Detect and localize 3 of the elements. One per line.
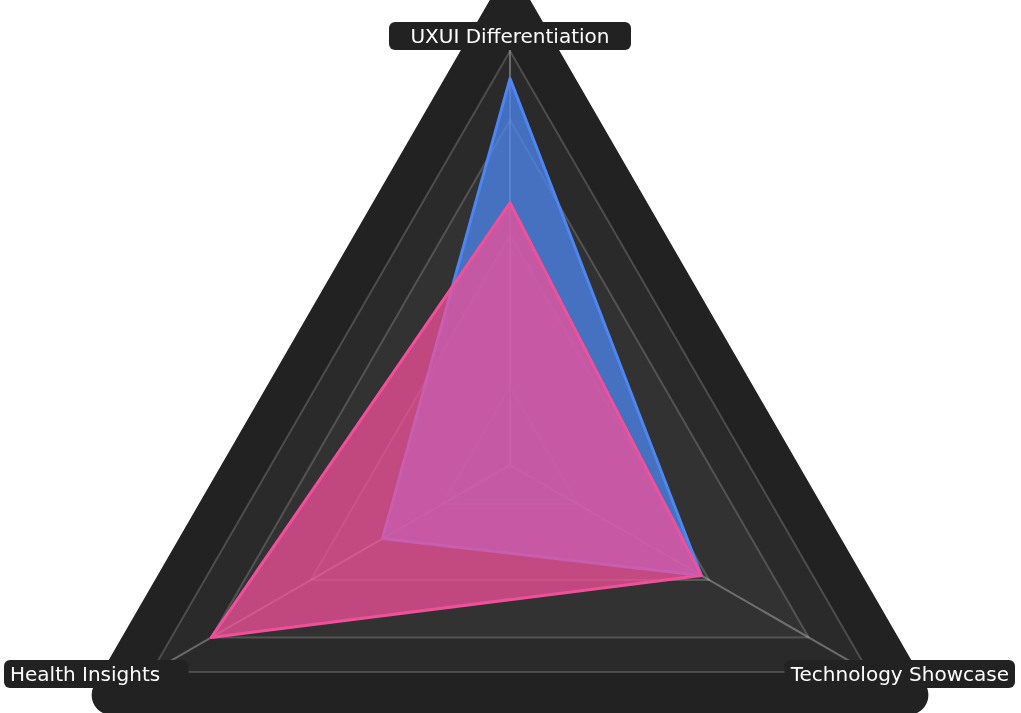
- spoke-label: UXUI Differentiation: [410, 24, 610, 48]
- spoke-label: Health Insights: [10, 662, 161, 686]
- spoke-label: Technology Showcase: [789, 662, 1009, 686]
